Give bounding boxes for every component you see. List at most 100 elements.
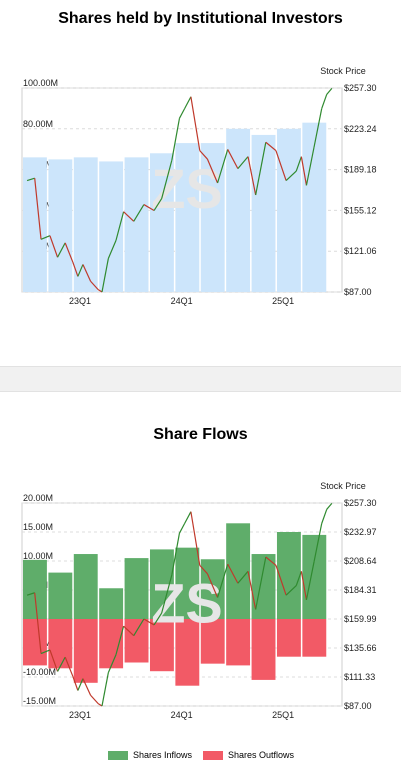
bar-b [48,619,73,669]
bar-a [124,157,149,292]
price-line-segment [295,571,302,586]
price-line-segment [326,502,333,510]
bar-b [23,619,47,666]
price-line-segment [190,511,201,566]
price-line-segment [313,523,323,562]
right-tick-label: $87.00 [344,701,372,711]
right-tick-label: $135.66 [344,643,377,653]
price-line-segment [101,672,109,707]
price-line-segment [216,563,229,598]
bar-a [149,549,174,619]
bar-a [48,159,73,292]
x-tick-label: 24Q1 [171,710,193,720]
bar-b [73,619,98,683]
price-line-segment [161,160,173,199]
price-line-segment [300,571,308,601]
price-line-segment [34,178,42,240]
price-line-segment [199,150,208,160]
price-line-segment [64,656,74,677]
watermark: ZS [151,572,223,635]
price-line-segment [199,564,208,575]
price-line-segment [26,177,35,182]
price-line-segment [227,563,239,584]
price-line-segment [26,592,35,596]
price-line-segment [275,150,287,181]
section-divider [0,366,401,392]
price-line-segment [190,96,201,151]
price-line-segment [107,654,117,673]
bar-b [302,619,327,657]
price-line-segment [171,118,181,161]
price-line-segment [305,146,315,186]
price-line-segment [57,242,66,258]
bar-b [99,619,124,669]
bar-a [99,161,124,292]
share-flows-legend: Shares Inflows Shares Outflows [0,750,401,764]
bar-a [124,558,149,619]
price-line-segment [171,533,181,575]
price-line-segment [265,141,277,152]
right-tick-label: $257.30 [344,83,377,93]
chart1-title: Shares held by Institutional Investors [58,10,343,27]
bar-a [23,559,47,619]
price-line-segment [326,87,333,95]
price-line-segment [255,142,267,196]
bar-b [175,619,200,686]
price-line-segment [265,556,277,566]
right-tick-label: $257.30 [344,498,377,508]
x-tick-label: 23Q1 [69,710,91,720]
bar-a [226,523,251,619]
legend-swatch-inflows [108,750,128,760]
bar-b [200,619,225,664]
price-line-segment [40,649,51,655]
price-line-segment [115,211,125,241]
x-tick-label: 23Q1 [69,296,91,306]
bar-b [226,619,251,666]
left-tick-label: -10.00M [23,667,56,677]
price-line-segment [49,649,59,672]
price-line-segment [237,156,249,170]
bar-a [149,153,174,292]
left-tick-label: 100.00M [23,78,58,88]
bar-a [48,572,73,619]
price-line-segment [216,149,229,184]
left-tick-label: 20.00M [23,493,53,503]
price-line-segment [153,612,163,626]
chart2-title: Share Flows [153,426,248,443]
price-line-segment [275,565,287,596]
price-line-segment [143,204,155,212]
price-line-segment [255,556,267,610]
bar-b [251,619,276,680]
price-line-segment [133,618,145,636]
price-line-segment [90,280,99,291]
right-tick-label: $159.99 [344,614,377,624]
right-axis-title: Stock Price [320,481,366,491]
price-line-segment [247,571,257,610]
price-line-segment [206,158,219,184]
left-tick-label: 10.00M [23,551,53,561]
left-tick-label: -15.00M [23,696,56,706]
price-line-segment [143,618,155,626]
bar-b [124,619,149,663]
legend-swatch-outflows [203,750,223,760]
price-line-segment [72,261,79,277]
price-line-segment [161,574,173,614]
price-line-segment [97,703,103,707]
price-line-segment [115,625,125,655]
price-line-segment [285,585,297,596]
price-line-segment [82,678,92,696]
x-tick-label: 25Q1 [272,710,294,720]
price-line-segment [34,592,42,654]
right-tick-label: $189.18 [344,165,377,175]
legend-item-inflows[interactable]: Shares Inflows [108,750,192,760]
price-line-segment [57,656,66,672]
legend-item-outflows[interactable]: Shares Outflows [203,750,294,760]
right-tick-label: $155.12 [344,205,377,215]
price-line-segment [295,156,302,172]
bar-a [73,554,98,619]
bar-a [251,134,276,292]
left-tick-label: 15.00M [23,522,53,532]
right-tick-label: $208.64 [344,556,377,566]
right-axis-title: Stock Price [320,66,366,76]
price-line-segment [247,156,257,196]
